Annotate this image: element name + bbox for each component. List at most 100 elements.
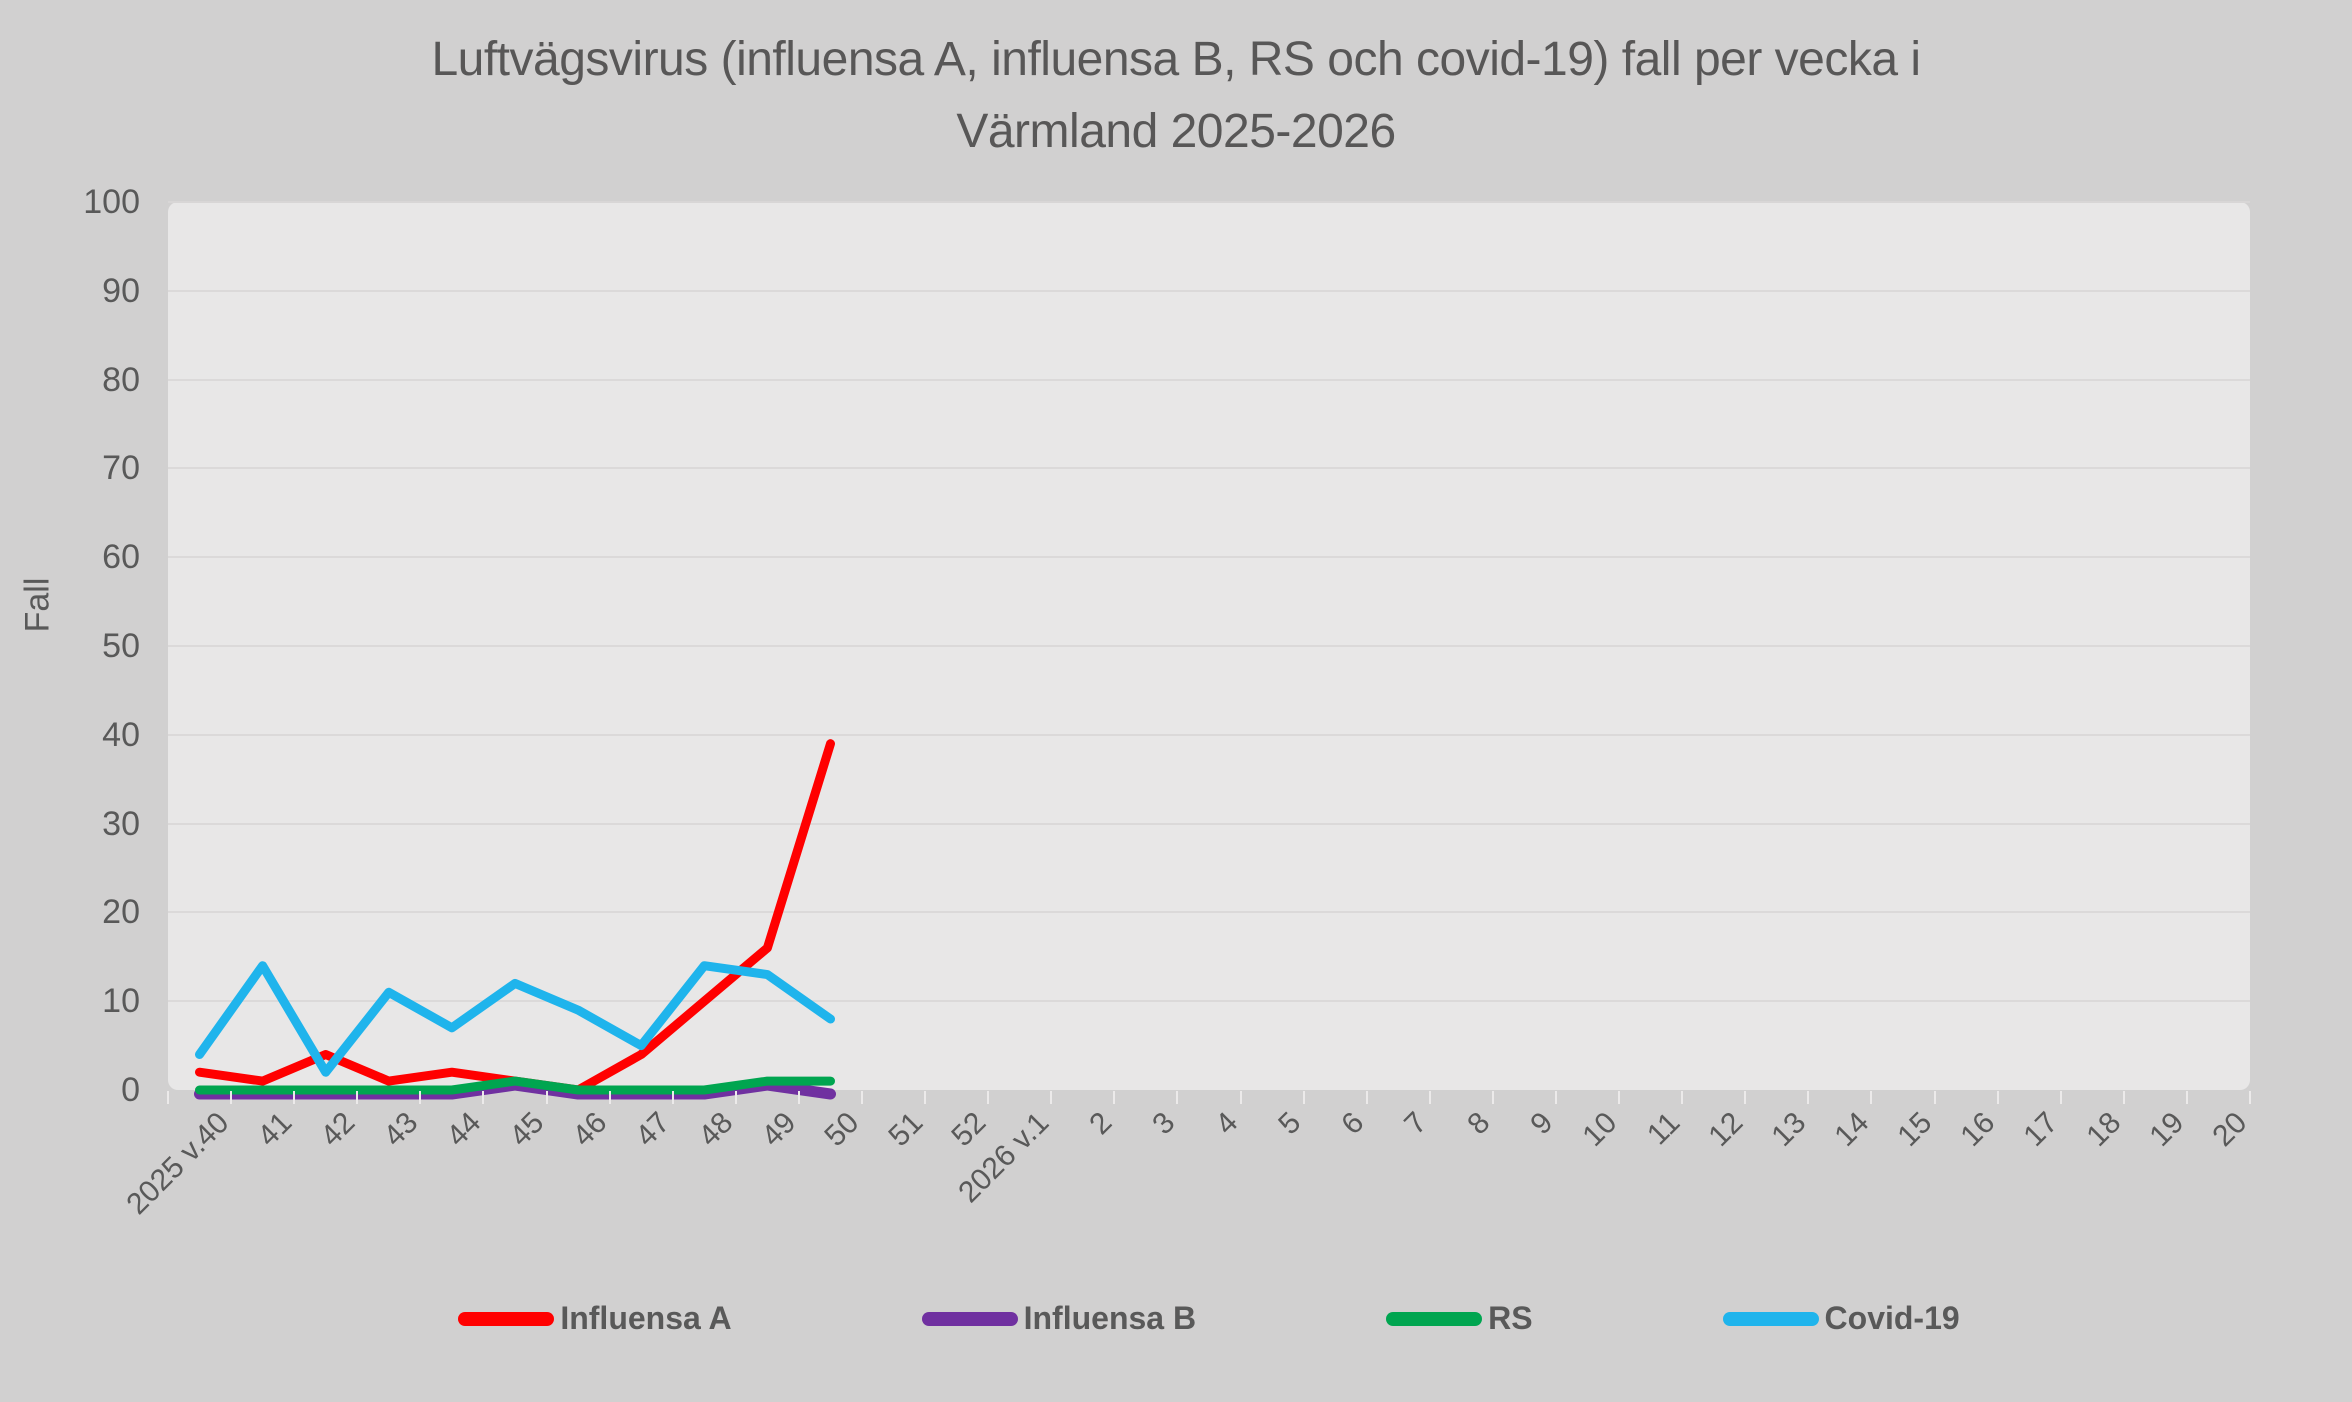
x-tick bbox=[293, 1091, 296, 1104]
x-tick bbox=[419, 1091, 422, 1104]
chart-legend: Influensa A Influensa B RS Covid-19 bbox=[168, 1300, 2250, 1337]
x-tick bbox=[1555, 1091, 1557, 1104]
y-tick-label-40: 40 bbox=[102, 715, 140, 754]
x-tick bbox=[987, 1091, 990, 1104]
y-tick-label-50: 50 bbox=[102, 627, 140, 665]
legend-item-covid-19: Covid-19 bbox=[1722, 1300, 1960, 1337]
plot-area bbox=[168, 201, 2250, 1100]
y-tick-label-20: 20 bbox=[102, 893, 140, 932]
y-tick-label-100: 100 bbox=[83, 183, 140, 221]
x-tick-label: 18 bbox=[2080, 1106, 2128, 1153]
legend-swatch-icon bbox=[921, 1311, 1018, 1326]
x-tick bbox=[1050, 1091, 1053, 1104]
x-tick bbox=[2185, 1091, 2188, 1104]
legend-swatch-icon bbox=[458, 1311, 555, 1326]
x-tick-label: 13 bbox=[1765, 1106, 1813, 1153]
x-tick-label: 9 bbox=[1524, 1106, 1560, 1142]
x-tick bbox=[1113, 1091, 1116, 1104]
x-tick bbox=[2122, 1091, 2125, 1104]
x-tick-label: 2 bbox=[1083, 1106, 1119, 1142]
legend-item-rs: RS bbox=[1386, 1300, 1533, 1337]
x-tick-label: 15 bbox=[1891, 1106, 1939, 1153]
x-tick bbox=[1681, 1091, 1684, 1104]
y-tick-label-80: 80 bbox=[102, 360, 140, 399]
x-tick bbox=[2249, 1091, 2251, 1104]
x-tick bbox=[482, 1091, 485, 1104]
x-tick bbox=[167, 1091, 169, 1104]
legend-item-influensa-b: Influensa B bbox=[921, 1300, 1197, 1337]
gridline-30 bbox=[168, 822, 2250, 825]
x-tick-label: 17 bbox=[2017, 1106, 2065, 1153]
gridline-10 bbox=[168, 1000, 2250, 1003]
x-tick-label: 5 bbox=[1272, 1106, 1308, 1142]
y-axis-title: Fall bbox=[18, 577, 57, 633]
x-tick bbox=[1176, 1091, 1179, 1104]
x-tick bbox=[797, 1091, 800, 1104]
x-tick bbox=[861, 1091, 863, 1104]
x-tick bbox=[734, 1091, 737, 1104]
chart-title: Luftvägsvirus (influensa A, influensa B,… bbox=[0, 24, 2352, 168]
x-tick bbox=[1807, 1091, 1810, 1104]
x-tick-label: 8 bbox=[1461, 1106, 1497, 1142]
x-tick bbox=[924, 1091, 927, 1104]
x-tick bbox=[1491, 1091, 1494, 1104]
x-tick-label: 19 bbox=[2143, 1106, 2191, 1153]
legend-label: Influensa A bbox=[560, 1300, 732, 1336]
x-tick-label: 51 bbox=[881, 1106, 929, 1153]
x-tick bbox=[230, 1091, 233, 1104]
x-tick bbox=[1302, 1091, 1305, 1104]
series-line-rs bbox=[195, 1076, 835, 1095]
legend-label: RS bbox=[1488, 1300, 1533, 1336]
x-tick-label: 6 bbox=[1335, 1106, 1371, 1142]
x-tick bbox=[1428, 1091, 1431, 1104]
series-lines bbox=[194, 739, 836, 1100]
legend-label: Influensa B bbox=[1023, 1300, 1197, 1336]
series-line-covid-19 bbox=[195, 961, 835, 1077]
x-tick bbox=[1870, 1091, 1873, 1104]
gridline-90 bbox=[168, 289, 2250, 292]
x-tick-label: 42 bbox=[314, 1106, 362, 1153]
x-tick-label: 10 bbox=[1575, 1106, 1623, 1153]
x-tick-label: 43 bbox=[377, 1106, 425, 1153]
chart-title-line2: Värmland 2025-2026 bbox=[956, 105, 1396, 158]
x-tick-label: 50 bbox=[818, 1106, 866, 1153]
legend-swatch-icon bbox=[1386, 1311, 1483, 1326]
y-tick-label-60: 60 bbox=[102, 538, 140, 577]
x-tick-label: 20 bbox=[2206, 1106, 2254, 1153]
x-tick-label: 48 bbox=[692, 1106, 740, 1153]
x-tick-label: 41 bbox=[251, 1106, 298, 1153]
x-tick bbox=[356, 1091, 359, 1104]
chart-title-line1: Luftvägsvirus (influensa A, influensa B,… bbox=[431, 33, 1921, 86]
gridline-100 bbox=[168, 201, 2250, 203]
x-tick bbox=[1618, 1091, 1621, 1104]
x-tick-label: 14 bbox=[1828, 1106, 1876, 1153]
x-tick-label: 52 bbox=[945, 1106, 992, 1153]
y-tick-label-10: 10 bbox=[102, 982, 140, 1021]
x-tick bbox=[1996, 1091, 1999, 1104]
x-tick-label: 47 bbox=[629, 1106, 677, 1153]
x-tick bbox=[1239, 1091, 1242, 1104]
gridline-40 bbox=[168, 733, 2250, 736]
x-tick bbox=[671, 1091, 674, 1104]
legend-label: Covid-19 bbox=[1824, 1300, 1960, 1336]
x-tick-label: 2025 v.40 bbox=[119, 1106, 235, 1221]
y-tick-label-90: 90 bbox=[102, 271, 140, 310]
gridline-70 bbox=[168, 467, 2250, 470]
x-tick bbox=[545, 1091, 548, 1104]
legend-swatch-icon bbox=[1722, 1311, 1819, 1326]
x-tick-label: 3 bbox=[1146, 1106, 1182, 1142]
x-tick-label: 45 bbox=[503, 1106, 551, 1153]
x-tick bbox=[1933, 1091, 1936, 1104]
x-tick-label: 4 bbox=[1209, 1106, 1245, 1142]
x-tick bbox=[1365, 1091, 1368, 1104]
x-tick-label: 46 bbox=[566, 1106, 614, 1153]
x-tick-label: 49 bbox=[755, 1106, 803, 1153]
x-tick-label: 7 bbox=[1398, 1106, 1434, 1142]
x-tick-label: 12 bbox=[1702, 1106, 1750, 1153]
y-tick-label-70: 70 bbox=[102, 449, 140, 488]
y-tick-label-0: 0 bbox=[121, 1071, 140, 1109]
x-tick bbox=[608, 1091, 611, 1104]
legend-item-influensa-a: Influensa A bbox=[458, 1300, 732, 1337]
x-tick-label: 16 bbox=[1954, 1106, 2002, 1153]
